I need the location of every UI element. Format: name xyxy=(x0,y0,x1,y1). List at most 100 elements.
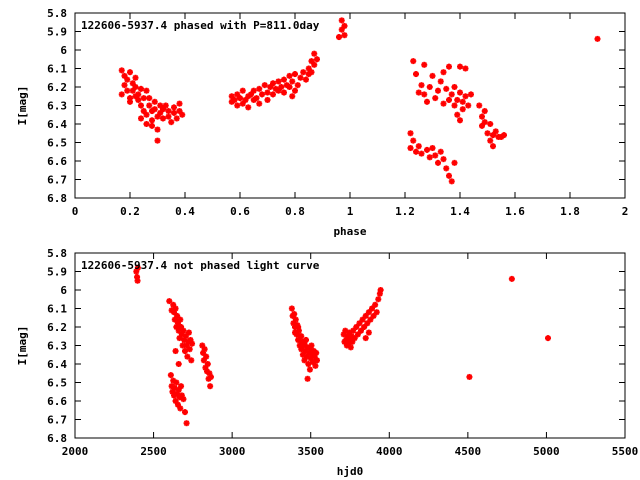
data-point xyxy=(203,353,210,360)
data-point xyxy=(373,309,380,316)
data-point xyxy=(311,50,318,57)
data-point xyxy=(429,72,436,79)
data-point xyxy=(127,69,133,76)
data-point xyxy=(134,264,141,271)
data-point xyxy=(308,69,315,76)
data-point xyxy=(286,84,293,90)
data-point xyxy=(437,148,444,155)
data-point xyxy=(356,320,363,327)
data-point xyxy=(256,100,263,107)
data-point xyxy=(292,316,299,323)
data-point xyxy=(180,327,187,334)
data-point xyxy=(305,361,312,367)
data-point xyxy=(182,348,188,355)
data-point xyxy=(362,335,369,342)
data-point xyxy=(303,76,309,83)
light-curve-plot-y-axis-label: I[mag] xyxy=(16,326,29,366)
data-point xyxy=(278,84,285,90)
y-tick-label: 6.3 xyxy=(47,100,67,113)
data-point xyxy=(372,301,379,308)
data-point xyxy=(487,121,494,127)
data-point xyxy=(415,143,422,150)
data-point xyxy=(138,85,144,92)
data-point xyxy=(375,296,382,303)
data-point xyxy=(545,335,551,342)
data-point xyxy=(437,78,444,85)
data-point xyxy=(173,115,180,122)
data-point xyxy=(207,383,214,390)
data-point xyxy=(175,361,182,367)
data-point xyxy=(151,106,158,113)
phased-plot-title: 122606-5937.4 phased with P=811.0day xyxy=(81,19,320,32)
data-point xyxy=(248,91,254,98)
data-point xyxy=(204,361,211,367)
data-point xyxy=(508,275,515,282)
x-tick-label: 1.4 xyxy=(450,205,470,218)
data-point xyxy=(264,89,271,96)
y-tick-label: 6.6 xyxy=(47,155,67,168)
x-tick-label: 0.6 xyxy=(230,205,250,218)
y-tick-label: 6.8 xyxy=(47,192,67,205)
data-point xyxy=(311,61,318,68)
data-point xyxy=(440,156,447,163)
data-point xyxy=(448,178,455,185)
data-point xyxy=(377,287,384,293)
data-point xyxy=(462,93,469,100)
data-point xyxy=(189,340,196,347)
y-tick-label: 6 xyxy=(60,44,67,57)
phased-plot-y-axis-label: I[mag] xyxy=(16,86,29,126)
y-tick-label: 6 xyxy=(60,284,67,297)
data-point xyxy=(295,324,302,330)
data-point xyxy=(306,366,313,373)
data-point xyxy=(127,98,133,105)
data-point xyxy=(178,383,185,390)
data-point xyxy=(186,346,193,353)
data-point xyxy=(407,145,414,152)
y-tick-label: 6.7 xyxy=(47,174,67,187)
data-point xyxy=(418,82,425,89)
data-point xyxy=(138,102,144,109)
y-tick-label: 6.2 xyxy=(47,81,67,94)
data-point xyxy=(154,126,161,133)
data-point xyxy=(341,22,348,29)
x-tick-label: 4000 xyxy=(376,445,403,458)
data-point xyxy=(177,405,184,412)
data-point xyxy=(407,130,414,137)
light-curve-plot-x-axis-label: hjd0 xyxy=(337,465,364,478)
data-point xyxy=(165,113,172,120)
data-point xyxy=(143,121,150,127)
data-point xyxy=(432,95,439,102)
data-point xyxy=(237,95,243,102)
data-point xyxy=(264,96,271,103)
data-point xyxy=(294,82,301,89)
data-point xyxy=(418,150,425,157)
data-point xyxy=(448,91,455,98)
y-tick-label: 6.5 xyxy=(47,377,67,390)
data-point xyxy=(468,91,474,98)
data-point xyxy=(300,69,307,76)
y-tick-label: 6.4 xyxy=(47,358,67,371)
light-curve-plot-y-ticks: 5.8 5.9 6 6.1 6.2 6.3 6.4 6.5 6.6 6.7 6.8 xyxy=(47,247,625,445)
data-point xyxy=(138,115,144,122)
data-point xyxy=(261,82,268,89)
data-point xyxy=(132,93,139,100)
data-point xyxy=(338,17,345,24)
data-point xyxy=(426,154,433,161)
data-point xyxy=(440,100,447,107)
data-point xyxy=(149,122,155,129)
data-point xyxy=(594,35,601,42)
data-point xyxy=(457,117,463,124)
x-tick-label: 2 xyxy=(622,205,629,218)
data-point xyxy=(250,87,257,94)
data-point xyxy=(121,82,128,89)
data-point xyxy=(129,80,136,87)
data-point xyxy=(440,69,447,76)
data-point xyxy=(149,117,155,124)
data-point xyxy=(424,98,430,105)
data-point xyxy=(462,65,469,72)
data-point xyxy=(304,375,311,382)
phased-plot: 0 0.2 0.4 0.6 0.8 1 1.2 1.4 1.6 1.8 2 5.8 5.9 6 6.1 6.… xyxy=(16,7,628,238)
data-point xyxy=(171,104,177,111)
data-point xyxy=(259,91,265,98)
